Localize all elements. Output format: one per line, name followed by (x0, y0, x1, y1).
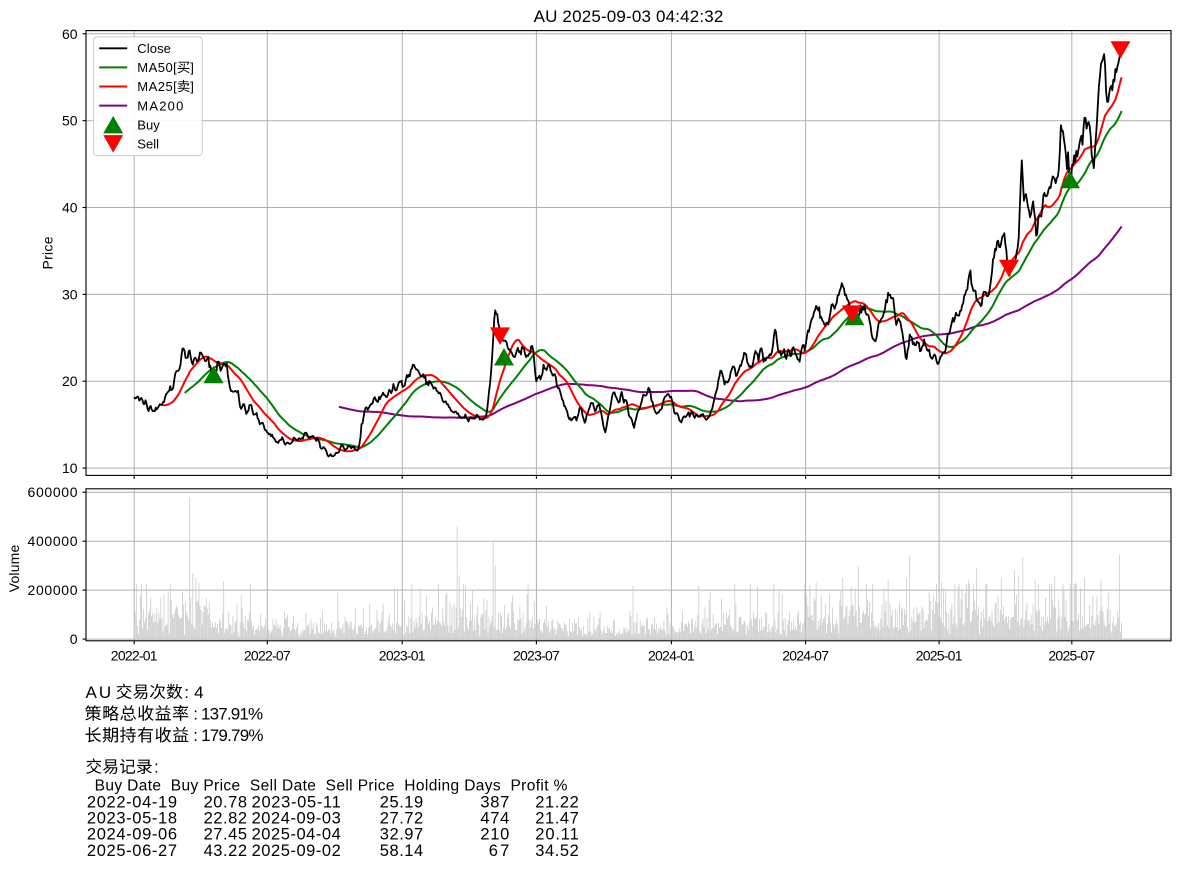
svg-text:27.72: 27.72 (380, 810, 423, 828)
svg-text:]: ] (190, 79, 194, 94)
svg-text:32.97: 32.97 (380, 826, 423, 844)
svg-text:600000: 600000 (28, 484, 78, 500)
svg-text:400000: 400000 (28, 533, 78, 549)
svg-text:: 137.91%: : 137.91% (193, 705, 263, 724)
svg-text:474: 474 (480, 810, 509, 828)
svg-text:2025-04-04: 2025-04-04 (252, 826, 341, 844)
svg-text:22.82: 22.82 (204, 810, 247, 828)
svg-text:21.47: 21.47 (535, 810, 579, 828)
svg-text:2024-09-06: 2024-09-06 (87, 826, 177, 844)
svg-text:]: ] (190, 60, 194, 75)
svg-text:20.78: 20.78 (204, 793, 247, 811)
svg-text:60: 60 (62, 26, 78, 42)
svg-text:20: 20 (62, 373, 78, 389)
svg-text:AU 2025-09-03 04:42:32: AU 2025-09-03 04:42:32 (534, 7, 724, 26)
svg-text:58.14: 58.14 (380, 842, 423, 860)
svg-text:20.11: 20.11 (535, 826, 579, 844)
svg-text:210: 210 (480, 826, 509, 844)
svg-text:50: 50 (62, 113, 78, 129)
svg-text:Close: Close (137, 41, 171, 56)
svg-text:Buy Date Buy Price Sell Date: Buy Date Buy Price Sell Date Sell Price … (95, 778, 568, 795)
svg-text:2022-01: 2022-01 (111, 648, 158, 664)
svg-text:0: 0 (70, 631, 78, 647)
svg-text:43.22: 43.22 (204, 842, 247, 860)
svg-text:: 179.79%: : 179.79% (193, 726, 263, 745)
svg-text:Buy: Buy (137, 117, 160, 132)
svg-text:21.22: 21.22 (535, 793, 579, 811)
svg-text:2024-09-03: 2024-09-03 (252, 810, 341, 828)
svg-text:10: 10 (62, 460, 78, 476)
svg-text:387: 387 (480, 793, 509, 811)
svg-text:MA200: MA200 (137, 98, 183, 113)
svg-text:2024-07: 2024-07 (782, 648, 829, 664)
svg-text:Volume: Volume (6, 545, 22, 593)
svg-text:40: 40 (62, 200, 78, 216)
svg-text:: 4: : 4 (184, 683, 203, 702)
svg-text:2023-05-18: 2023-05-18 (87, 810, 177, 828)
svg-text:AU: AU (86, 683, 112, 702)
svg-text:200000: 200000 (28, 582, 78, 598)
svg-text::: : (154, 758, 159, 777)
svg-text:2023-01: 2023-01 (379, 648, 426, 664)
svg-text:Price: Price (39, 236, 55, 269)
svg-text:25.19: 25.19 (380, 793, 423, 811)
svg-text:2025-09-02: 2025-09-02 (252, 842, 341, 860)
svg-text:Sell: Sell (137, 137, 159, 152)
svg-text:34.52: 34.52 (535, 842, 579, 860)
svg-text:2023-05-11: 2023-05-11 (252, 793, 341, 811)
svg-text:27.45: 27.45 (204, 826, 247, 844)
svg-text:2022-04-19: 2022-04-19 (87, 793, 177, 811)
svg-text:2023-07: 2023-07 (513, 648, 560, 664)
svg-text:30: 30 (62, 286, 78, 302)
svg-text:2022-07: 2022-07 (244, 648, 291, 664)
svg-text:MA50[: MA50[ (137, 60, 177, 75)
svg-text:MA25[: MA25[ (137, 79, 177, 94)
svg-text:2024-01: 2024-01 (648, 648, 695, 664)
svg-text:2025-07: 2025-07 (1048, 648, 1095, 664)
svg-text:2025-01: 2025-01 (916, 648, 963, 664)
svg-text:2025-06-27: 2025-06-27 (87, 842, 177, 860)
